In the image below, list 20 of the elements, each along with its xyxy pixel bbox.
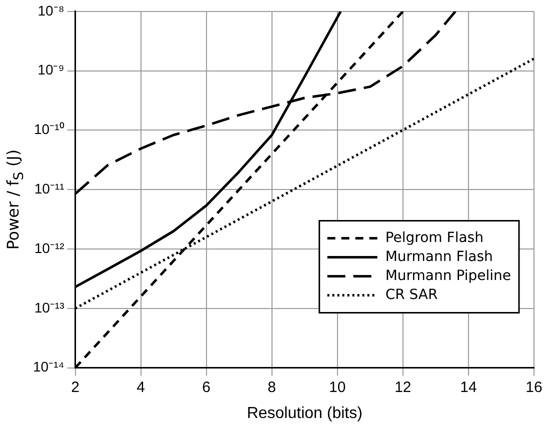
x-tick-label: 8	[268, 378, 276, 396]
y-tick-label: 10⁻¹⁴	[33, 358, 64, 375]
x-tick-label: 14	[460, 378, 477, 396]
x-axis-title: Resolution (bits)	[246, 404, 362, 422]
x-tick-label: 12	[394, 378, 412, 396]
y-tick-label: 10⁻⁸	[38, 2, 64, 18]
x-tick-label: 16	[526, 378, 542, 396]
x-tick-label: 10	[329, 378, 346, 396]
y-tick-label: 10⁻¹⁰	[34, 121, 64, 138]
x-tick-label: 6	[202, 378, 210, 396]
y-tick-label: 10⁻¹³	[34, 299, 65, 316]
legend-label: Pelgrom Flash	[385, 230, 484, 246]
y-tick-label: 10⁻¹¹	[34, 180, 65, 196]
x-tick-label: 4	[136, 378, 145, 396]
legend-label: Murmann Flash	[385, 248, 493, 265]
y-tick-label: 10⁻⁹	[38, 62, 64, 78]
y-tick-label: 10⁻¹²	[34, 240, 65, 256]
x-tick-label: 2	[71, 378, 80, 396]
legend-label: CR SAR	[385, 286, 438, 303]
legend-label: Murmann Pipeline	[385, 268, 512, 284]
